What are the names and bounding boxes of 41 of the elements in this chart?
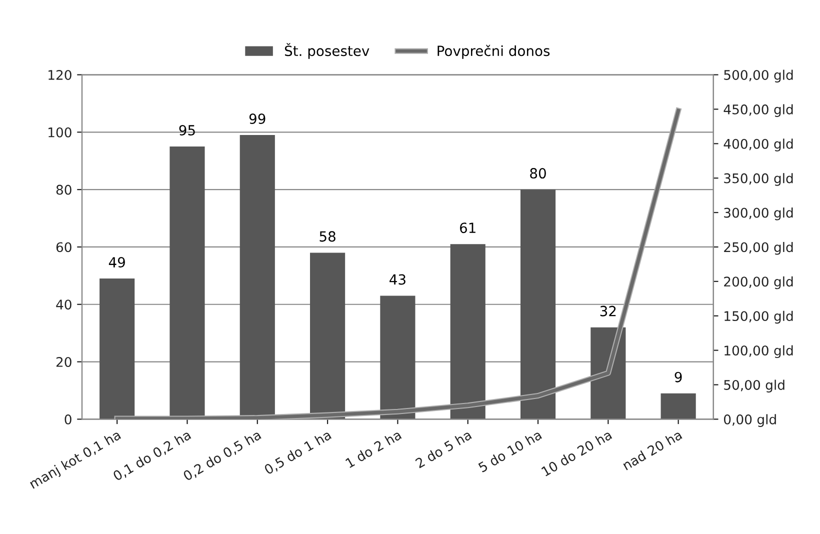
x-tick-label: 2 do 5 ha [414, 430, 472, 468]
y2-tick-label: 450,00 gld [724, 104, 793, 117]
y-tick-label: 0 [64, 414, 72, 424]
data-label: 61 [460, 222, 476, 234]
legend-label: Št. posestev [284, 43, 370, 59]
y2-tick-label: 200,00 gld [724, 276, 793, 290]
x-tick-label: 0,5 do 1 ha [263, 430, 332, 476]
x-tick-label: 1 do 2 ha [345, 430, 402, 468]
y2-tick-label: 150,00 gld [724, 310, 793, 324]
bar [100, 278, 135, 420]
x-tick-label: nad 20 ha [622, 430, 682, 470]
data-label: 58 [320, 231, 336, 242]
y2-tick-label: 400,00 gld [724, 138, 793, 152]
y2-tick-label: 250,00 gld [724, 242, 793, 255]
y2-tick-label: 300,00 gld [724, 208, 793, 220]
y-tick-label: 20 [56, 357, 72, 367]
y-tick-label: 80 [56, 184, 72, 195]
bar [520, 190, 556, 420]
y-tick-label: 40 [56, 300, 72, 310]
bar [380, 296, 416, 420]
y2-tick-label: 350,00 gld [724, 173, 793, 186]
y-tick-label: 100 [48, 127, 72, 138]
bar [450, 244, 486, 420]
y2-tick-label: 100,00 gld [724, 345, 793, 358]
y2-tick-label: 0,00 gld [724, 414, 776, 427]
bar [660, 393, 696, 420]
y2-tick-label: 50,00 gld [724, 380, 784, 393]
y2-tick-label: 500,00 gld [724, 70, 793, 83]
legend-label: Povprečni donos [438, 44, 550, 59]
data-label: 49 [108, 257, 125, 268]
data-label: 32 [600, 306, 616, 316]
data-label: 95 [179, 124, 195, 136]
bar [310, 252, 346, 420]
y-tick-label: 120 [48, 70, 72, 80]
data-label: 43 [390, 274, 406, 285]
y-tick-label: 60 [56, 242, 72, 252]
x-tick-label: 10 do 20 ha [540, 430, 612, 477]
data-label: 80 [530, 168, 546, 179]
x-tick-label: 5 do 10 ha [478, 430, 542, 473]
data-label: 9 [674, 372, 682, 382]
data-label: 99 [249, 114, 266, 124]
